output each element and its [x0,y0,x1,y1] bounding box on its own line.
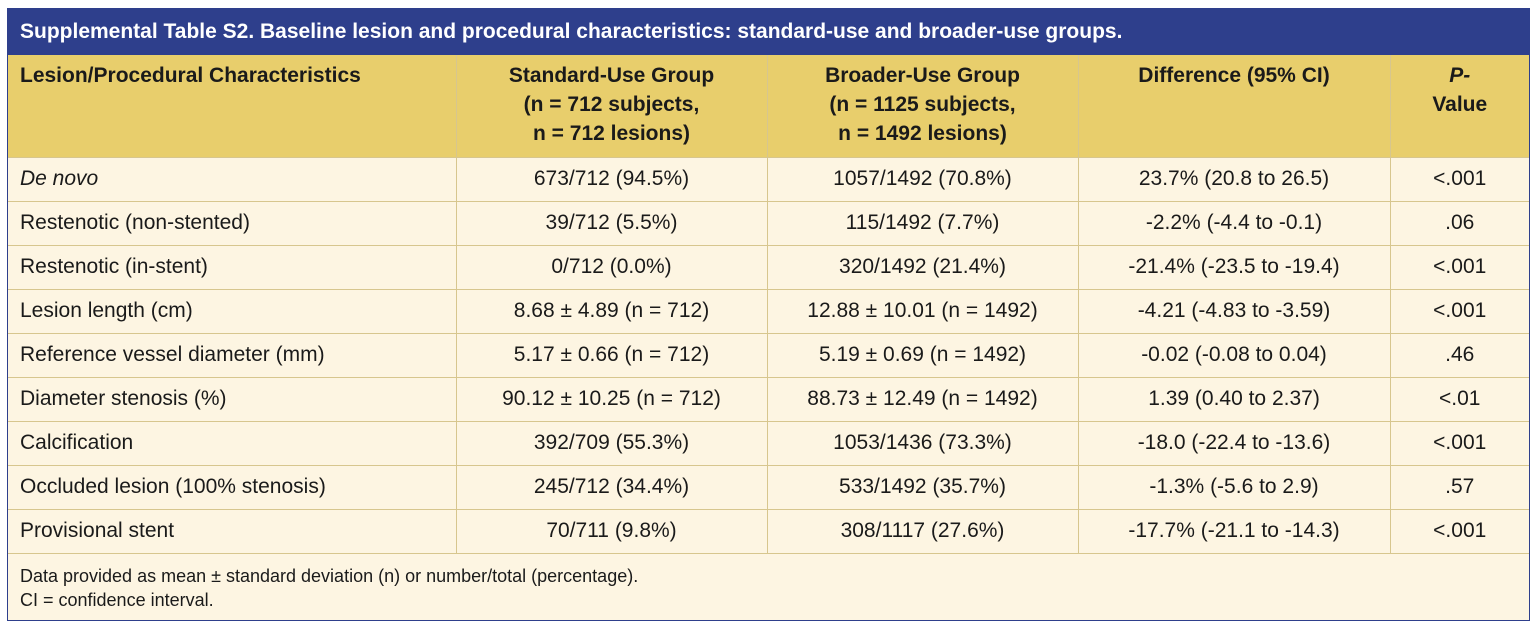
row-label: Provisional stent [8,509,457,554]
header-p-value-line-1: P- [1449,64,1471,87]
standard-value: 70/711 (9.8%) [456,509,768,554]
header-broader-line-3: n = 1492 lesions) [838,122,1007,145]
broader-value: 308/1117 (27.6%) [767,509,1079,554]
broader-value: 5.19 ± 0.69 (n = 1492) [767,333,1079,378]
difference-value: -21.4% (-23.5 to -19.4) [1078,245,1391,290]
header-standard-use: Standard-Use Group (n = 712 subjects, n … [456,55,768,158]
footnote-data-description: Data provided as mean ± standard deviati… [20,565,639,586]
header-standard-line-1: Standard-Use Group [508,64,715,87]
row-label: Reference vessel diameter (mm) [8,333,457,378]
table-row: De novo 673/712 (94.5%) 1057/1492 (70.8%… [8,157,1529,202]
standard-value: 673/712 (94.5%) [456,157,768,202]
header-p-value: P- Value [1390,55,1529,158]
header-row: Lesion/Procedural Characteristics Standa… [8,55,1529,158]
broader-value: 533/1492 (35.7%) [767,465,1079,510]
standard-value: 0/712 (0.0%) [456,245,768,290]
difference-value: -4.21 (-4.83 to -3.59) [1078,289,1391,334]
p-value: .46 [1390,333,1529,378]
difference-value: -17.7% (-21.1 to -14.3) [1078,509,1391,554]
header-p-value-line-2: Value [1432,93,1488,116]
standard-value: 39/712 (5.5%) [456,201,768,246]
p-value: .06 [1390,201,1529,246]
p-value: <.01 [1390,377,1529,422]
table-row: Calcification 392/709 (55.3%) 1053/1436 … [8,421,1529,466]
row-label: Diameter stenosis (%) [8,377,457,422]
standard-value: 245/712 (34.4%) [456,465,768,510]
table-row: Restenotic (in-stent) 0/712 (0.0%) 320/1… [8,245,1529,290]
row-label: Occluded lesion (100% stenosis) [8,465,457,510]
table-footnotes: Data provided as mean ± standard deviati… [8,554,1529,612]
row-label: Calcification [8,421,457,466]
table-row: Reference vessel diameter (mm) 5.17 ± 0.… [8,333,1529,378]
p-value: <.001 [1390,421,1529,466]
row-label: De novo [8,157,457,202]
row-label: Restenotic (non-stented) [8,201,457,246]
header-characteristics: Lesion/Procedural Characteristics [8,55,457,158]
broader-value: 320/1492 (21.4%) [767,245,1079,290]
p-value: <.001 [1390,509,1529,554]
broader-value: 1057/1492 (70.8%) [767,157,1079,202]
header-difference: Difference (95% CI) [1078,55,1391,158]
table-row: Lesion length (cm) 8.68 ± 4.89 (n = 712)… [8,289,1529,334]
row-label: Restenotic (in-stent) [8,245,457,290]
standard-value: 5.17 ± 0.66 (n = 712) [456,333,768,378]
standard-value: 392/709 (55.3%) [456,421,768,466]
footnote-ci-definition: CI = confidence interval. [20,589,214,610]
difference-value: -0.02 (-0.08 to 0.04) [1078,333,1391,378]
standard-value: 8.68 ± 4.89 (n = 712) [456,289,768,334]
difference-value: -18.0 (-22.4 to -13.6) [1078,421,1391,466]
header-broader-line-2: (n = 1125 subjects, [829,93,1016,116]
difference-value: 23.7% (20.8 to 26.5) [1078,157,1391,202]
broader-value: 1053/1436 (73.3%) [767,421,1079,466]
header-broader-line-1: Broader-Use Group [825,64,1020,87]
row-label: Lesion length (cm) [8,289,457,334]
table-title: Supplemental Table S2. Baseline lesion a… [8,9,1529,55]
difference-value: -2.2% (-4.4 to -0.1) [1078,201,1391,246]
table-container: Supplemental Table S2. Baseline lesion a… [7,8,1530,621]
header-broader-use: Broader-Use Group (n = 1125 subjects, n … [767,55,1079,158]
header-standard-line-3: n = 712 lesions) [533,122,690,145]
broader-value: 88.73 ± 12.49 (n = 1492) [767,377,1079,422]
p-value: <.001 [1390,289,1529,334]
table-row: Restenotic (non-stented) 39/712 (5.5%) 1… [8,201,1529,246]
table-row: Occluded lesion (100% stenosis) 245/712 … [8,465,1529,510]
difference-value: 1.39 (0.40 to 2.37) [1078,377,1391,422]
broader-value: 115/1492 (7.7%) [767,201,1079,246]
p-value: <.001 [1390,245,1529,290]
table-row: Provisional stent 70/711 (9.8%) 308/1117… [8,509,1529,554]
broader-value: 12.88 ± 10.01 (n = 1492) [767,289,1079,334]
p-value: .57 [1390,465,1529,510]
header-standard-line-2: (n = 712 subjects, [523,93,700,116]
p-value: <.001 [1390,157,1529,202]
characteristics-table: Lesion/Procedural Characteristics Standa… [8,55,1529,554]
standard-value: 90.12 ± 10.25 (n = 712) [456,377,768,422]
table-row: Diameter stenosis (%) 90.12 ± 10.25 (n =… [8,377,1529,422]
difference-value: -1.3% (-5.6 to 2.9) [1078,465,1391,510]
